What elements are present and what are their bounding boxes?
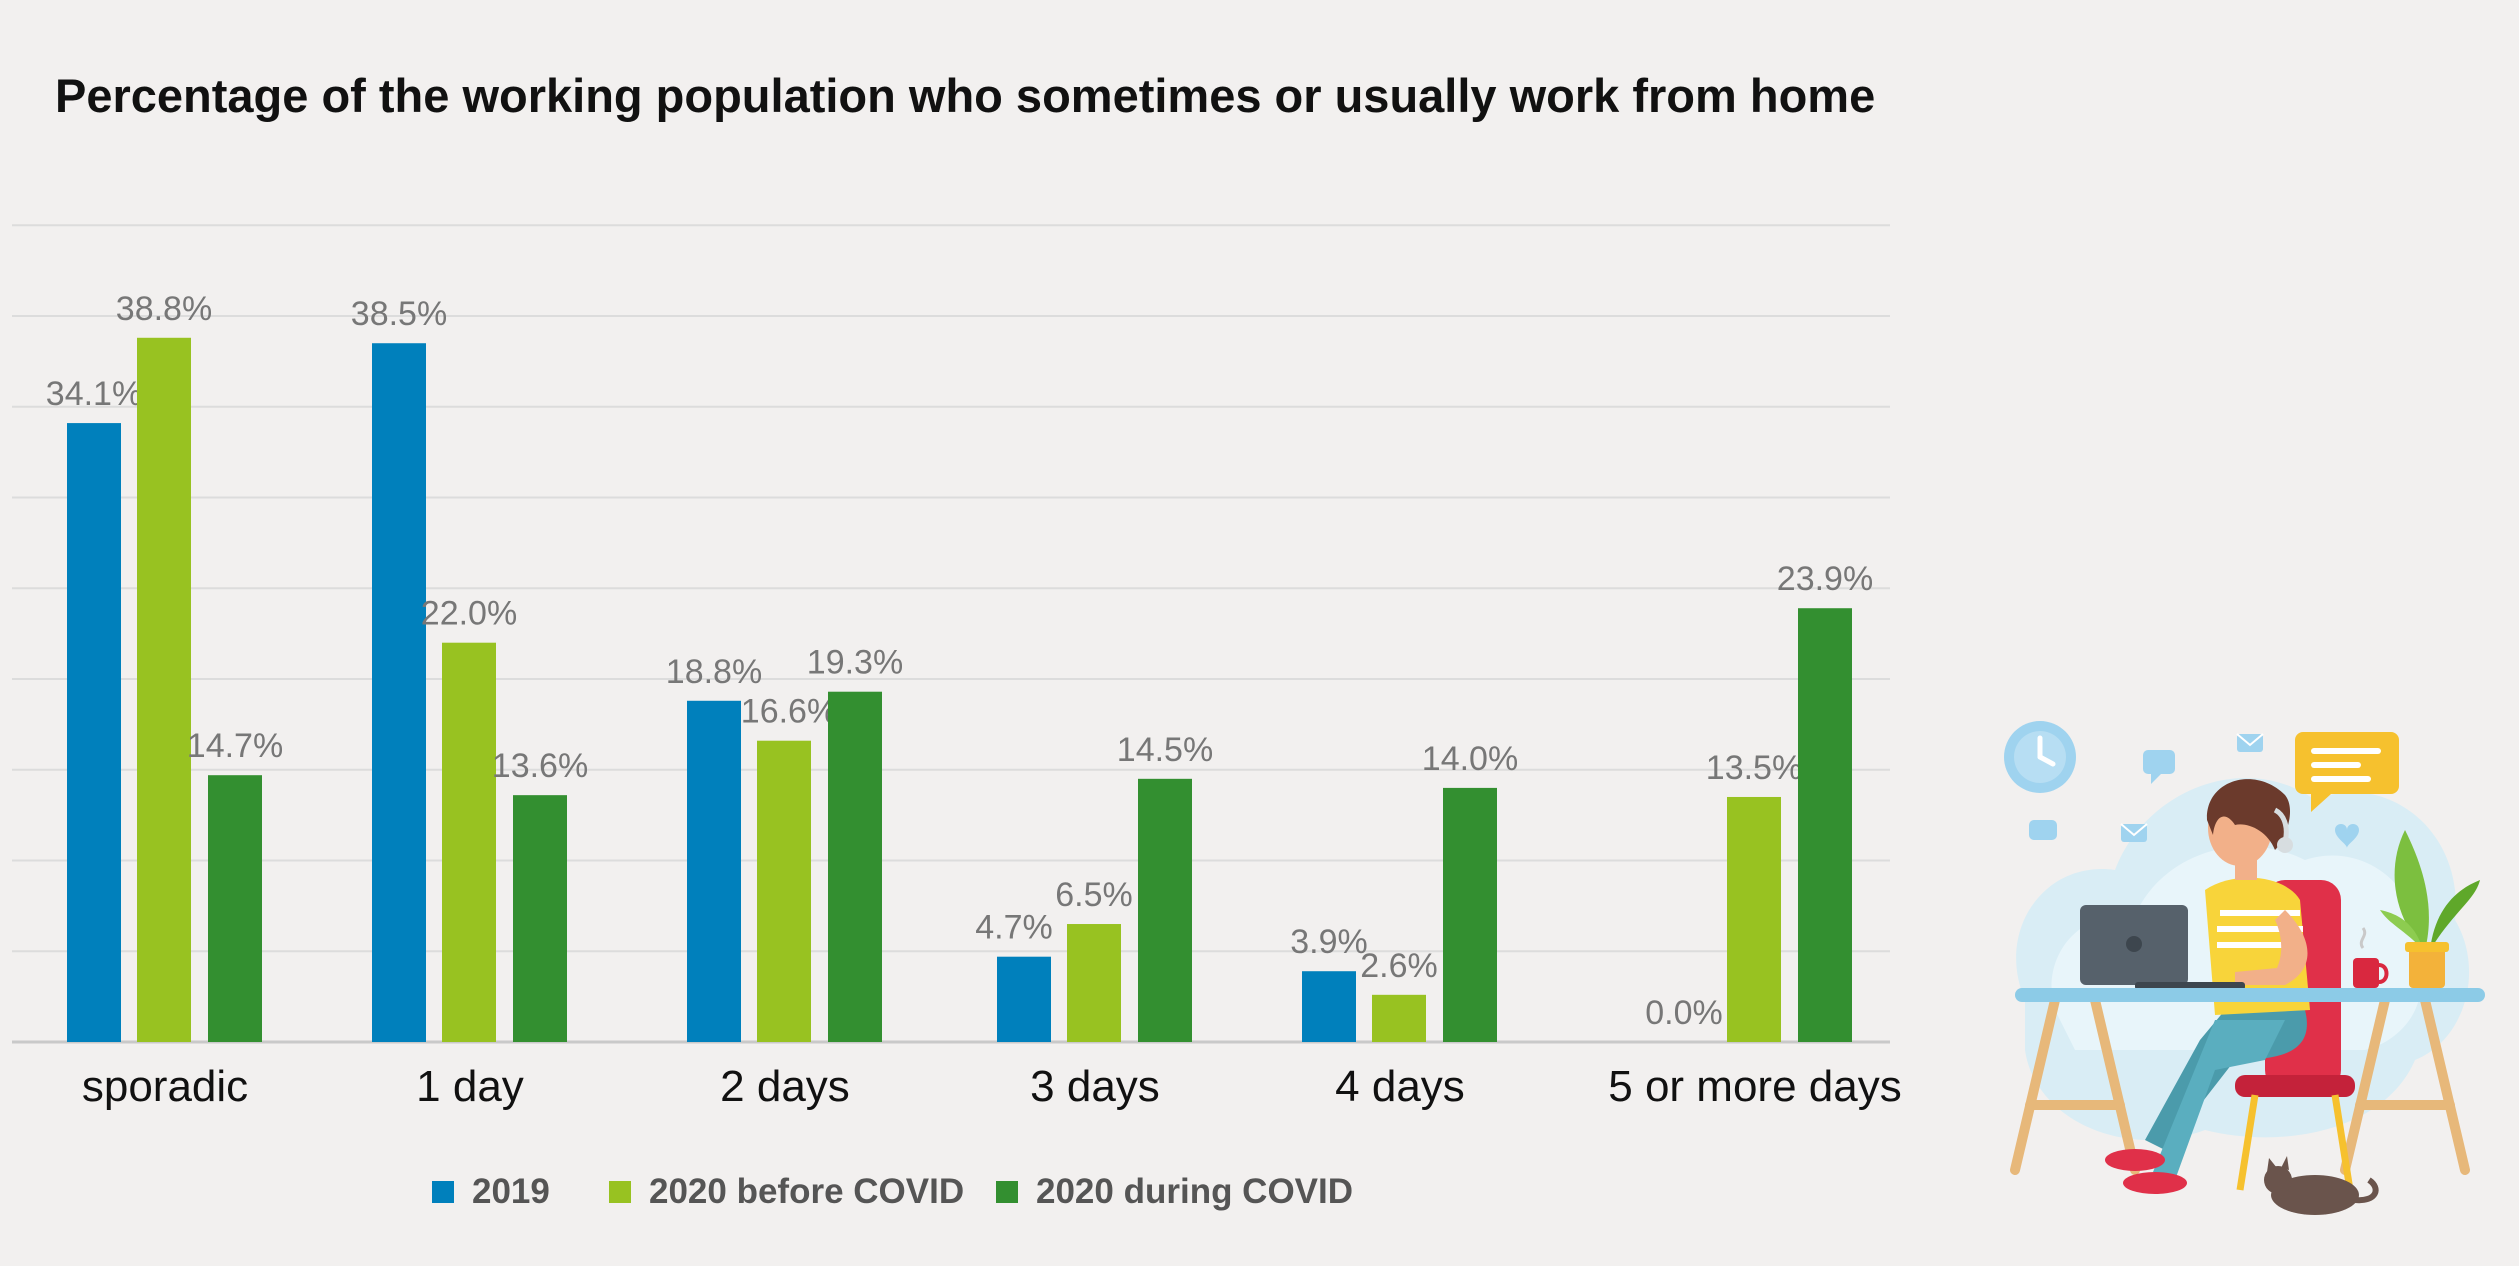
bar <box>442 642 496 1042</box>
bar <box>208 775 262 1042</box>
bar <box>67 423 121 1043</box>
desk-legs <box>2010 995 2470 1175</box>
data-label: 14.5% <box>1117 731 1213 769</box>
chart-title: Percentage of the working population who… <box>55 69 1876 122</box>
legend-label-2020-during-covid: 2020 during COVID <box>1036 1172 1354 1211</box>
data-label: 13.5% <box>1706 749 1802 787</box>
bar <box>1138 778 1192 1042</box>
data-label: 23.9% <box>1777 560 1873 598</box>
bar <box>1302 971 1356 1042</box>
small-chat-icon <box>2029 820 2057 840</box>
data-label: 16.6% <box>741 693 837 731</box>
bar <box>1443 787 1497 1042</box>
chat-bubble-icon <box>2143 750 2175 784</box>
legend-item-2019: 2019 <box>432 1172 550 1212</box>
legend-swatch-2020-during-covid <box>996 1181 1018 1203</box>
heart-icon <box>2335 824 2359 848</box>
bar <box>687 700 741 1042</box>
data-label: 22.0% <box>421 595 517 633</box>
category-label: 2 days <box>720 1062 850 1111</box>
legend-swatch-2019 <box>432 1181 454 1203</box>
cat-icon <box>2264 1156 2379 1215</box>
legend-label-2019: 2019 <box>472 1172 550 1211</box>
bar <box>1798 608 1852 1042</box>
category-label: 4 days <box>1335 1062 1465 1111</box>
legend-item-2020-during-covid: 2020 during COVID <box>996 1172 1353 1212</box>
person-head <box>2206 779 2293 880</box>
data-label: 34.1% <box>46 375 142 413</box>
small-mail-icon <box>2120 823 2148 842</box>
data-label: 14.0% <box>1422 740 1518 778</box>
legend: 2019 2020 before COVID 2020 during COVID <box>0 1172 2519 1212</box>
bar <box>997 956 1051 1042</box>
bar <box>757 740 811 1042</box>
bar-chart: 34.1% 38.5% 18.8% 4.7% 3.9% 0.0% 38.8% 22.0% 16.… <box>12 224 1902 1111</box>
bar <box>372 343 426 1043</box>
data-label: 3.9% <box>1290 923 1368 961</box>
legend-swatch-2020-before-covid <box>609 1181 631 1203</box>
data-label: 18.8% <box>666 653 762 691</box>
desk-top <box>2015 988 2485 1002</box>
work-from-home-illustration <box>2004 721 2485 1215</box>
bar <box>513 795 567 1042</box>
clock-icon <box>2004 721 2076 793</box>
data-label: 38.8% <box>116 290 212 328</box>
legend-label-2020-before-covid: 2020 before COVID <box>649 1172 965 1211</box>
data-label: 4.7% <box>975 909 1053 947</box>
slipper-left <box>2105 1149 2165 1171</box>
data-label: 38.5% <box>351 295 447 333</box>
bar <box>1372 994 1426 1042</box>
data-label: 13.6% <box>492 747 588 785</box>
mail-icon <box>2236 733 2264 752</box>
slipper-right <box>2123 1172 2187 1194</box>
data-label: 14.7% <box>187 727 283 765</box>
category-label: sporadic <box>82 1062 248 1111</box>
plant-icon <box>2380 830 2480 988</box>
data-label: 2.6% <box>1360 947 1438 985</box>
bar <box>828 691 882 1042</box>
category-label: 1 day <box>416 1062 524 1111</box>
bar <box>1727 796 1781 1042</box>
category-label: 3 days <box>1030 1062 1160 1111</box>
data-label: 6.5% <box>1055 876 1133 914</box>
bar <box>137 337 191 1042</box>
legend-item-2020-before-covid: 2020 before COVID <box>609 1172 964 1212</box>
bar <box>1067 924 1121 1042</box>
message-bubble-icon <box>2295 732 2399 812</box>
data-label: 0.0% <box>1645 994 1723 1032</box>
mug-icon <box>2353 927 2389 988</box>
category-label: 5 or more days <box>1608 1062 1901 1111</box>
data-label: 19.3% <box>807 644 903 682</box>
